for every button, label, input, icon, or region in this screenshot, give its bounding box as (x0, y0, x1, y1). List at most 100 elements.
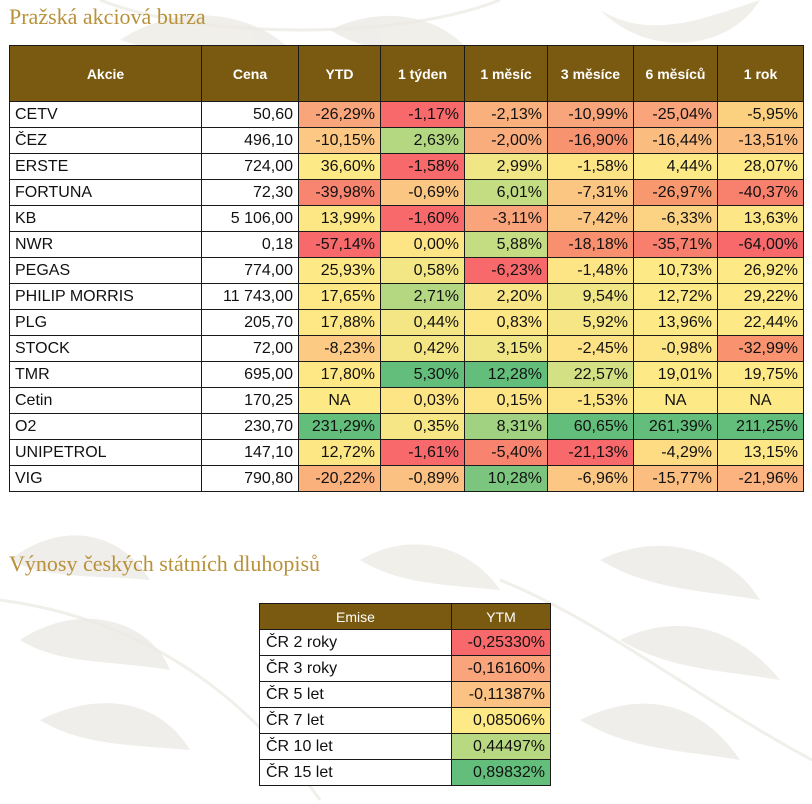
return-cell: 5,30% (380, 361, 465, 388)
return-cell: 6,01% (464, 179, 548, 206)
return-cell: 2,20% (464, 283, 548, 310)
return-cell: NA (717, 387, 804, 414)
stock-price-cell: 230,70 (201, 413, 299, 440)
table-row: CETV 50,60 -26,29% -1,17% -2,13% -10,99% -25,0… (9, 101, 804, 128)
table-row: UNIPETROL 147,10 12,72% -1,61% -5,40% -21,13%… (9, 439, 804, 466)
stock-price-cell: 496,10 (201, 127, 299, 154)
return-cell: -2,00% (464, 127, 548, 154)
stock-price-cell: 790,80 (201, 465, 299, 492)
stock-name-cell: STOCK (9, 335, 202, 362)
return-cell: 5,92% (547, 309, 634, 336)
return-cell: 12,28% (464, 361, 548, 388)
return-cell: -1,48% (547, 257, 634, 284)
return-cell: NA (298, 387, 381, 414)
table-row: Cetin 170,25 NA 0,03% 0,15% -1,53% NA NA (9, 387, 804, 414)
stock-name-cell: TMR (9, 361, 202, 388)
return-cell: 0,42% (380, 335, 465, 362)
return-cell: 22,44% (717, 309, 804, 336)
stock-price-cell: 50,60 (201, 101, 299, 128)
bond-issue-cell: ČR 2 roky (259, 629, 452, 656)
return-cell: NA (633, 387, 718, 414)
bond-issue-cell: ČR 7 let (259, 707, 452, 734)
stock-price-cell: 205,70 (201, 309, 299, 336)
return-cell: 2,63% (380, 127, 465, 154)
column-header: Cena (201, 45, 299, 102)
table-row: NWR 0,18 -57,14% 0,00% 5,88% -18,18% -35,71% -6… (9, 231, 804, 258)
table-row: KB 5 106,00 13,99% -1,60% -3,11% -7,42% -6,33%… (9, 205, 804, 232)
stock-name-cell: ERSTE (9, 153, 202, 180)
stock-name-cell: O2 (9, 413, 202, 440)
table-row: PEGAS 774,00 25,93% 0,58% -6,23% -1,48% 10,73%… (9, 257, 804, 284)
return-cell: -8,23% (298, 335, 381, 362)
return-cell: 4,44% (633, 153, 718, 180)
bond-yields-title: Výnosy českých státních dluhopisů (9, 551, 321, 576)
stock-price-cell: 170,25 (201, 387, 299, 414)
stock-price-cell: 72,30 (201, 179, 299, 206)
stock-name-cell: UNIPETROL (9, 439, 202, 466)
bond-issue-cell: ČR 5 let (259, 681, 452, 708)
stock-name-cell: Cetin (9, 387, 202, 414)
return-cell: 211,25% (717, 413, 804, 440)
stocks-body: CETV 50,60 -26,29% -1,17% -2,13% -10,99% -25,0… (9, 101, 804, 492)
return-cell: 36,60% (298, 153, 381, 180)
return-cell: 8,31% (464, 413, 548, 440)
return-cell: -6,33% (633, 205, 718, 232)
table-row: VIG 790,80 -20,22% -0,89% 10,28% -6,96% -15,77… (9, 465, 804, 492)
return-cell: 0,44% (380, 309, 465, 336)
return-cell: -1,60% (380, 205, 465, 232)
return-cell: -16,90% (547, 127, 634, 154)
return-cell: -5,95% (717, 101, 804, 128)
return-cell: 26,92% (717, 257, 804, 284)
return-cell: 25,93% (298, 257, 381, 284)
stocks-table: Akcie Cena YTD 1 týden 1 měsíc 3 měsíce 6 měsí… (9, 45, 804, 492)
stock-price-cell: 11 743,00 (201, 283, 299, 310)
column-header: 6 měsíců (633, 45, 718, 102)
bonds-table: Emise YTM ČR 2 roky -0,25330% ČR 3 roky -0,1… (259, 603, 551, 786)
return-cell: -7,42% (547, 205, 634, 232)
return-cell: 29,22% (717, 283, 804, 310)
return-cell: -20,22% (298, 465, 381, 492)
return-cell: -1,58% (547, 153, 634, 180)
return-cell: 13,96% (633, 309, 718, 336)
return-cell: -57,14% (298, 231, 381, 258)
return-cell: -16,44% (633, 127, 718, 154)
return-cell: -10,99% (547, 101, 634, 128)
stock-price-cell: 724,00 (201, 153, 299, 180)
column-header: YTD (298, 45, 381, 102)
stocks-header-row: Akcie Cena YTD 1 týden 1 měsíc 3 měsíce 6 měsí… (9, 45, 804, 102)
return-cell: 12,72% (298, 439, 381, 466)
return-cell: 60,65% (547, 413, 634, 440)
table-row: PLG 205,70 17,88% 0,44% 0,83% 5,92% 13,96% 22,4… (9, 309, 804, 336)
return-cell: -26,29% (298, 101, 381, 128)
return-cell: -39,98% (298, 179, 381, 206)
stock-name-cell: PEGAS (9, 257, 202, 284)
stock-name-cell: KB (9, 205, 202, 232)
table-row: ČR 10 let 0,44497% (259, 733, 551, 760)
ytm-cell: -0,11387% (451, 681, 551, 708)
return-cell: 0,15% (464, 387, 548, 414)
return-cell: -4,29% (633, 439, 718, 466)
table-row: ČR 5 let -0,11387% (259, 681, 551, 708)
return-cell: -64,00% (717, 231, 804, 258)
return-cell: 13,99% (298, 205, 381, 232)
return-cell: 0,03% (380, 387, 465, 414)
return-cell: -32,99% (717, 335, 804, 362)
stock-price-cell: 147,10 (201, 439, 299, 466)
return-cell: -21,96% (717, 465, 804, 492)
return-cell: 0,83% (464, 309, 548, 336)
table-row: TMR 695,00 17,80% 5,30% 12,28% 22,57% 19,01% 19… (9, 361, 804, 388)
return-cell: 13,63% (717, 205, 804, 232)
return-cell: 231,29% (298, 413, 381, 440)
return-cell: -3,11% (464, 205, 548, 232)
return-cell: -1,17% (380, 101, 465, 128)
return-cell: 261,39% (633, 413, 718, 440)
return-cell: 17,65% (298, 283, 381, 310)
return-cell: 12,72% (633, 283, 718, 310)
return-cell: -1,58% (380, 153, 465, 180)
table-row: O2 230,70 231,29% 0,35% 8,31% 60,65% 261,39% 21… (9, 413, 804, 440)
ytm-cell: -0,16160% (451, 655, 551, 682)
table-row: ČEZ 496,10 -10,15% 2,63% -2,00% -16,90% -16,44… (9, 127, 804, 154)
stock-name-cell: FORTUNA (9, 179, 202, 206)
return-cell: -6,23% (464, 257, 548, 284)
return-cell: -26,97% (633, 179, 718, 206)
